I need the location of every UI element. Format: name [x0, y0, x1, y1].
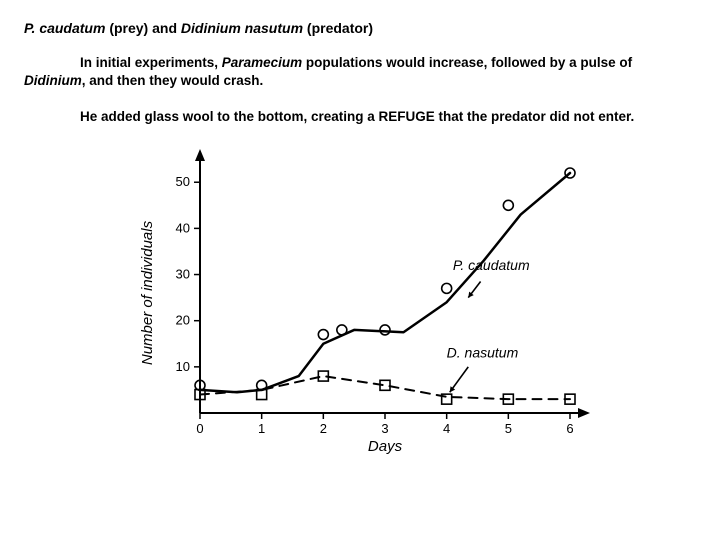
svg-text:1: 1: [258, 421, 265, 436]
title-text-1: (prey) and: [105, 20, 180, 36]
svg-text:3: 3: [381, 421, 388, 436]
svg-text:D. nasutum: D. nasutum: [447, 344, 519, 360]
svg-text:10: 10: [176, 359, 190, 374]
svg-text:4: 4: [443, 421, 450, 436]
title-species-2: Didinium nasutum: [181, 20, 303, 36]
svg-text:Days: Days: [368, 438, 403, 455]
chart-container: 10 20 30 40 50 0 1 2 3 4 5 6 Days Number of individua…: [24, 145, 696, 455]
page-title: P. caudatum (prey) and Didinium nasutum …: [24, 20, 696, 36]
svg-text:P. caudatum: P. caudatum: [453, 257, 530, 273]
population-chart: 10 20 30 40 50 0 1 2 3 4 5 6 Days Number of individua…: [130, 145, 590, 455]
p1-d: Didinium: [24, 73, 82, 88]
paragraph-1: In initial experiments, Paramecium popul…: [24, 54, 696, 90]
p1-a: In initial experiments,: [80, 55, 222, 70]
p1-c: populations would increase, followed by …: [302, 55, 632, 70]
p1-b: Paramecium: [222, 55, 302, 70]
svg-text:0: 0: [196, 421, 203, 436]
svg-text:50: 50: [176, 174, 190, 189]
paragraph-2: He added glass wool to the bottom, creat…: [24, 108, 696, 126]
title-species-1: P. caudatum: [24, 20, 105, 36]
p2-a: He added glass wool to the bottom, creat…: [80, 109, 634, 124]
title-text-2: (predator): [303, 20, 373, 36]
svg-text:5: 5: [505, 421, 512, 436]
svg-text:Number of individuals: Number of individuals: [139, 220, 156, 365]
svg-text:20: 20: [176, 312, 190, 327]
svg-text:40: 40: [176, 220, 190, 235]
svg-text:2: 2: [320, 421, 327, 436]
svg-text:30: 30: [176, 266, 190, 281]
svg-text:6: 6: [566, 421, 573, 436]
p1-e: , and then they would crash.: [82, 73, 264, 88]
